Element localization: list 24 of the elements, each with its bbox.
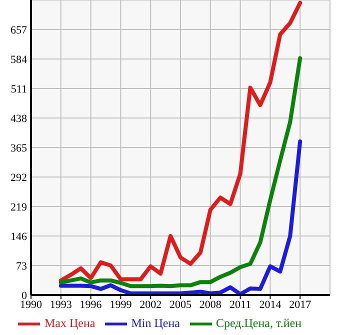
y-tick-label: 219 bbox=[10, 201, 28, 214]
x-tick-label: 1996 bbox=[80, 298, 102, 311]
legend-label: Min Цена bbox=[131, 316, 180, 330]
x-tick-label: 2017 bbox=[289, 298, 312, 311]
x-tick-label: 2008 bbox=[199, 298, 222, 311]
line-series bbox=[58, 139, 302, 295]
y-tick-label: 584 bbox=[10, 54, 28, 66]
x-tick-label: 1993 bbox=[50, 298, 72, 311]
line-series bbox=[58, 0, 302, 282]
y-tick-label: 73 bbox=[16, 260, 28, 272]
y-tick-label: 146 bbox=[10, 230, 28, 243]
line-series bbox=[58, 56, 302, 288]
legend-label: Max Цена bbox=[44, 316, 96, 330]
y-tick-label: 365 bbox=[10, 142, 28, 154]
x-tick-label: 1999 bbox=[110, 298, 132, 311]
y-tick-label: 657 bbox=[10, 24, 28, 36]
y-tick-label: 292 bbox=[10, 172, 27, 184]
legend-label: Сред.Цена, т.йен bbox=[216, 316, 302, 330]
y-tick-label: 511 bbox=[10, 83, 27, 96]
x-tick-label: 2005 bbox=[170, 298, 192, 311]
x-tick-label: 2011 bbox=[230, 298, 252, 311]
x-tick-label: 2014 bbox=[259, 298, 282, 311]
x-tick-label: 2002 bbox=[140, 298, 162, 311]
y-tick-label: 438 bbox=[10, 112, 28, 125]
